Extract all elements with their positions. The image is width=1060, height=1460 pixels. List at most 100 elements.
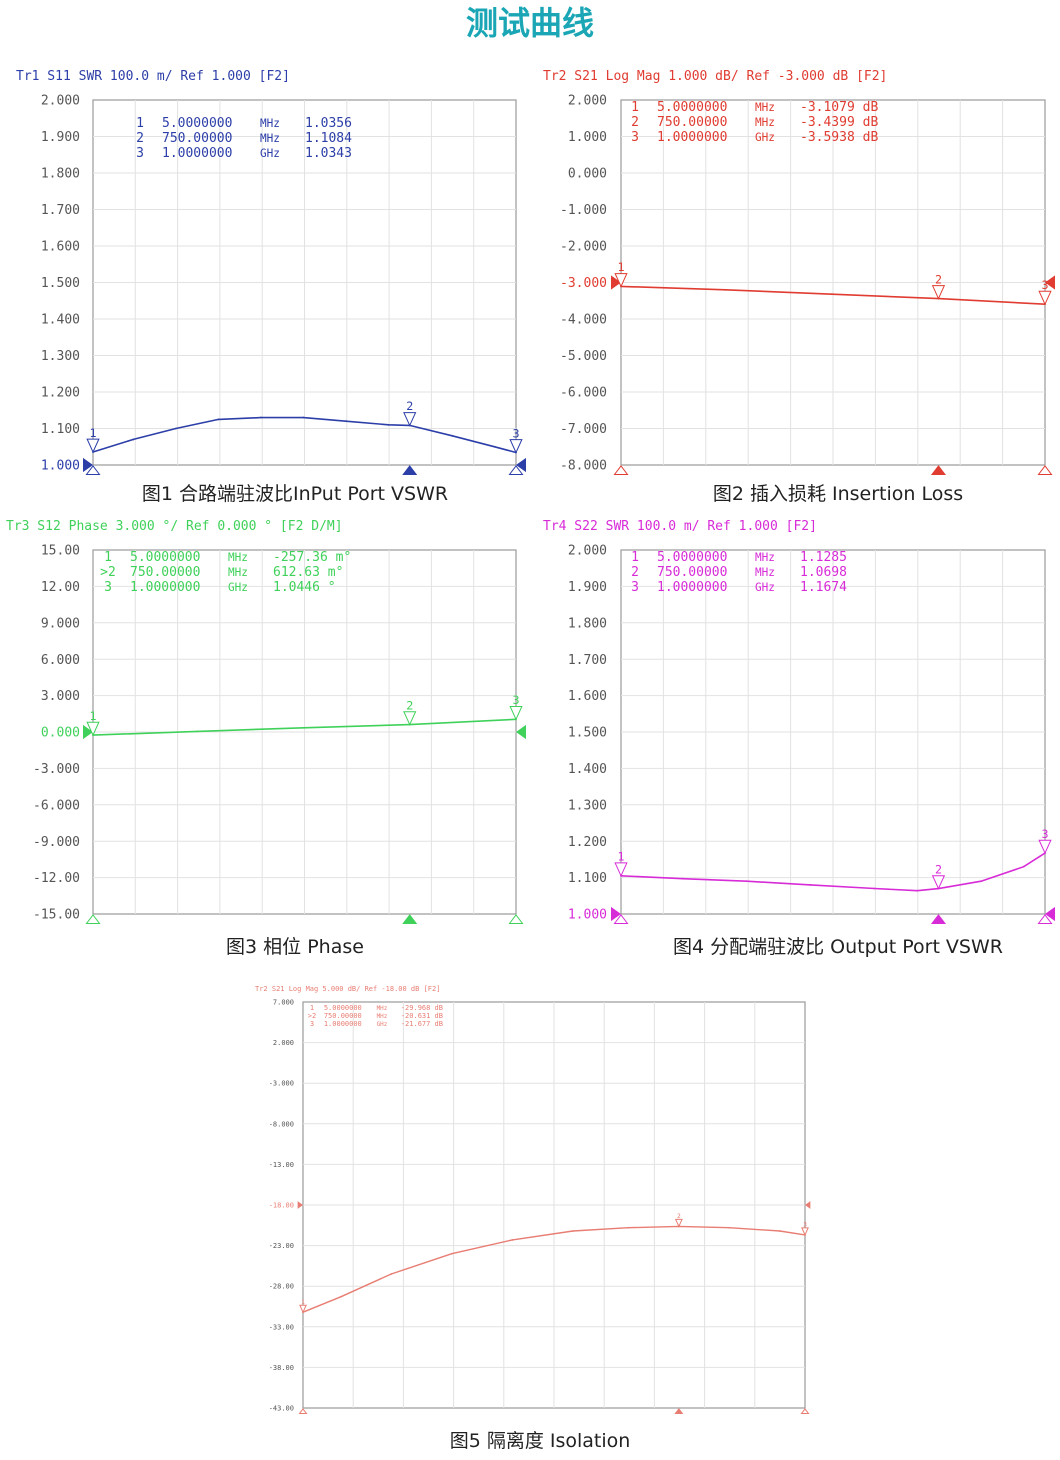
y-tick-label: 1.100 [568, 871, 607, 886]
ref-arrow-left [297, 1201, 303, 1209]
marker-id: 3 [631, 580, 639, 595]
marker-id: >2 [100, 565, 116, 580]
y-tick-label: 1.900 [41, 130, 80, 145]
marker-value: 1.1084 [305, 131, 352, 146]
marker-value: 1.0446 ° [273, 580, 336, 595]
y-tick-label: 1.800 [568, 616, 607, 631]
data-point [451, 434, 454, 437]
marker-value: -21.677 dB [401, 1020, 443, 1028]
y-tick-label: 1.500 [568, 726, 607, 741]
marker-triangle [299, 1304, 307, 1314]
y-tick-label: 2.000 [568, 544, 607, 559]
marker-value: -3.5938 dB [800, 130, 878, 145]
y-tick-label: -1.000 [560, 203, 607, 218]
marker-tag: 3 [512, 426, 519, 440]
y-tick-label: 1.200 [568, 835, 607, 850]
data-point [809, 883, 812, 886]
marker-id: 3 [104, 580, 112, 595]
marker-frequency: 750.00000 [657, 115, 727, 130]
marker-id: 1 [104, 550, 112, 565]
data-point [345, 420, 347, 423]
chart-4: Tr4 S22 SWR 100.0 m/ Ref 1.000 [F2] 2.000… [543, 519, 1056, 958]
marker-unit: MHz [377, 1013, 388, 1020]
y-tick-label: -3.000 [33, 762, 80, 777]
marker-value: -20.631 dB [401, 1012, 443, 1020]
marker-frequency: 5.0000000 [162, 116, 232, 131]
stimulus-marker [800, 1408, 810, 1415]
marker-frequency: 1.0000000 [130, 580, 200, 595]
chart-header: Tr3 S12 Phase 3.000 °/ Ref 0.000 ° [F2 D… [6, 519, 343, 534]
ref-arrow-right [805, 1201, 811, 1209]
marker-unit: GHz [755, 581, 775, 594]
data-point [511, 1239, 514, 1241]
y-tick-label: -18.00 [269, 1201, 294, 1209]
marker-triangle [86, 438, 100, 454]
y-tick-label: -6.000 [560, 386, 607, 401]
marker-tag: 3 [803, 1222, 807, 1229]
series-trace [620, 852, 1046, 892]
marker-unit: GHz [755, 131, 775, 144]
marker-tag: 3 [1041, 827, 1048, 841]
y-tick-label: -3.000 [560, 276, 607, 291]
series-trace [92, 416, 517, 454]
y-tick-label: 12.00 [41, 580, 80, 595]
stimulus-marker [298, 1408, 308, 1415]
y-tick-label: 1.600 [568, 689, 607, 704]
marker-triangle [674, 1218, 683, 1228]
data-point [302, 416, 305, 419]
marker-value: 1.1285 [800, 550, 847, 565]
data-point [450, 1252, 453, 1255]
marker-tag: 2 [406, 399, 413, 413]
marker-triangle [86, 721, 100, 737]
ref-arrow-left [610, 906, 621, 922]
ref-arrow-left [82, 724, 93, 740]
stimulus-marker [1037, 914, 1053, 924]
marker-triangle [509, 439, 523, 454]
y-tick-label: -43.00 [269, 1404, 294, 1412]
y-tick-label: -23.00 [269, 1242, 294, 1250]
y-tick-label: -2.000 [560, 240, 607, 255]
stimulus-marker [613, 914, 629, 924]
marker-value: -3.4399 dB [800, 115, 878, 130]
y-tick-label: -9.000 [33, 835, 80, 850]
y-tick-label: 2.000 [568, 94, 607, 109]
chart-2: Tr2 S21 Log Mag 1.000 dB/ Ref -3.000 dB … [543, 69, 1056, 505]
stimulus-marker [930, 465, 946, 475]
data-point [174, 427, 177, 430]
marker-tag: 1 [301, 1299, 305, 1306]
marker-frequency: 750.00000 [130, 565, 200, 580]
marker-id: 3 [631, 130, 639, 145]
y-tick-label: -28.00 [269, 1283, 294, 1291]
chart-caption: 图1 合路端驻波比InPut Port VSWR [142, 483, 448, 505]
marker-frequency: 5.0000000 [657, 100, 727, 115]
marker-frequency: 750.00000 [324, 1012, 362, 1020]
marker-id: 2 [631, 115, 639, 130]
marker-id: 1 [136, 116, 144, 131]
marker-id: 1 [310, 1004, 314, 1012]
marker-frequency: 1.0000000 [657, 130, 727, 145]
marker-frequency: 1.0000000 [162, 146, 232, 161]
marker-frequency: 1.0000000 [324, 1020, 362, 1028]
marker-unit: MHz [755, 101, 775, 114]
marker-frequency: 750.00000 [162, 131, 232, 146]
y-tick-label: 1.000 [568, 130, 607, 145]
marker-unit: MHz [377, 1005, 388, 1012]
ref-arrow-right [1045, 275, 1056, 290]
y-tick-label: 1.700 [41, 203, 80, 218]
data-point [260, 416, 262, 419]
data-point [831, 293, 833, 296]
data-point [132, 438, 135, 441]
chart-header: Tr1 S11 SWR 100.0 m/ Ref 1.000 [F2] [16, 69, 290, 84]
data-point [724, 288, 727, 291]
marker-frequency: 5.0000000 [130, 550, 200, 565]
ref-arrow-right [516, 724, 527, 740]
marker-tag: 1 [89, 426, 96, 440]
marker-unit: MHz [755, 566, 775, 579]
marker-frequency: 5.0000000 [324, 1004, 362, 1012]
stimulus-marker [402, 465, 418, 475]
marker-tag: 1 [617, 260, 624, 274]
ref-arrow-left [610, 275, 621, 290]
data-point [390, 1273, 393, 1275]
y-tick-label: -13.00 [269, 1161, 294, 1169]
y-tick-label: -6.000 [33, 798, 80, 813]
